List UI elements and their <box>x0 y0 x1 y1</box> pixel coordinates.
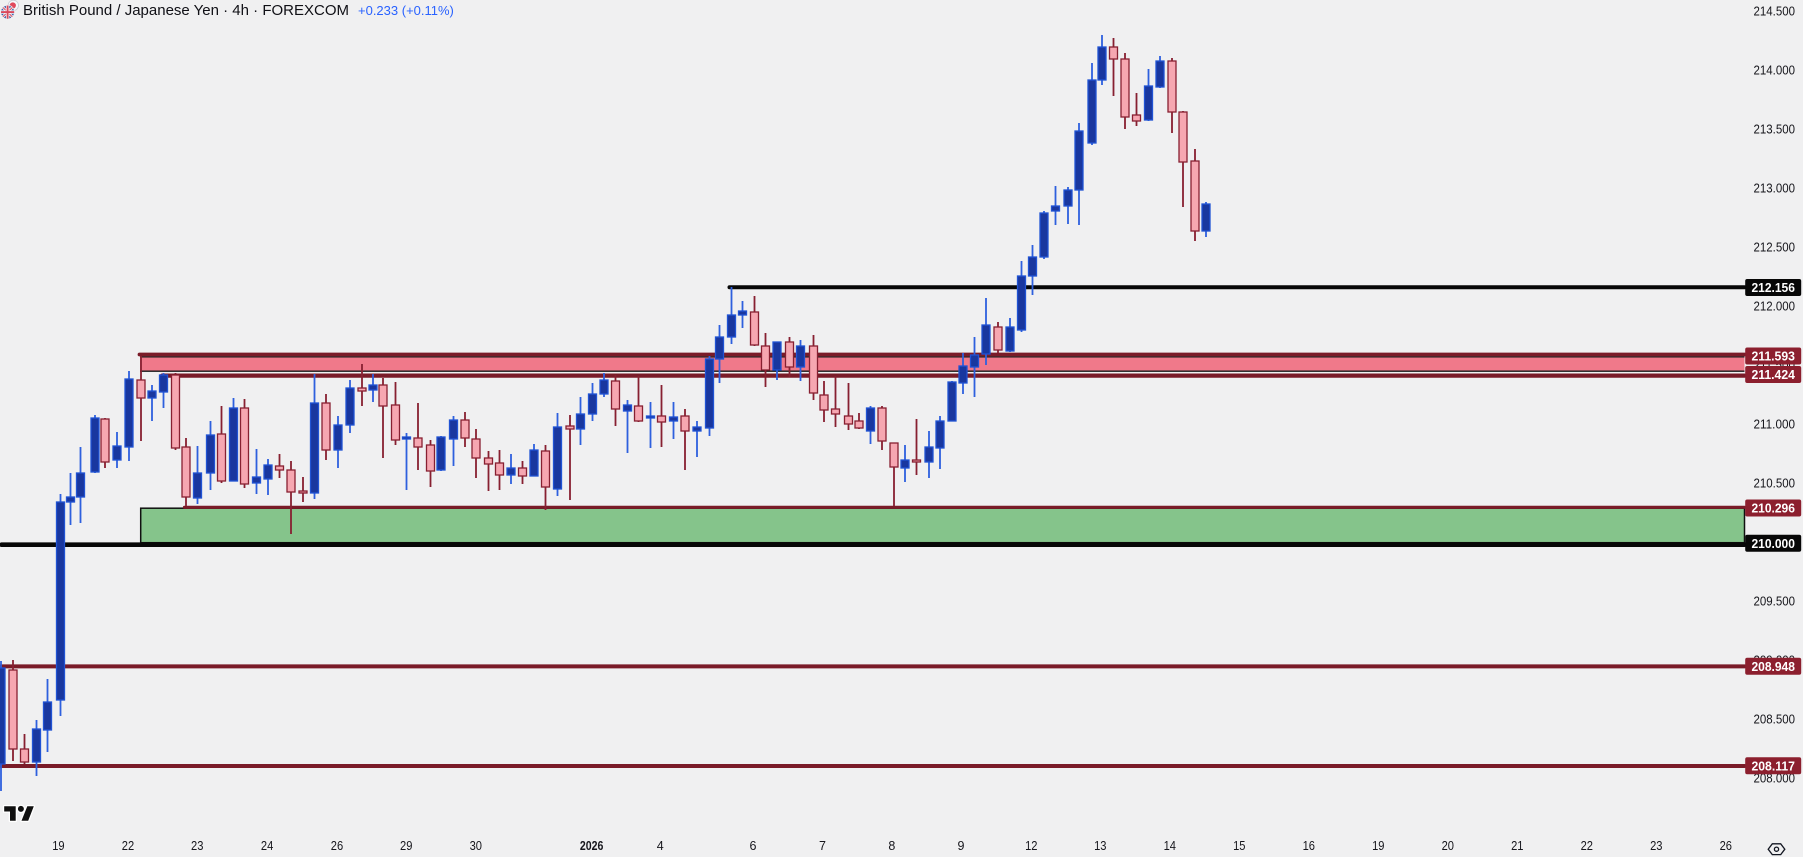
svg-text:29: 29 <box>400 839 412 853</box>
svg-text:4: 4 <box>657 839 664 853</box>
svg-text:214.000: 214.000 <box>1754 64 1796 78</box>
svg-text:15: 15 <box>1233 839 1245 853</box>
svg-text:26: 26 <box>331 839 343 853</box>
svg-text:209.500: 209.500 <box>1754 595 1796 609</box>
svg-text:213.000: 213.000 <box>1754 182 1796 196</box>
svg-text:20: 20 <box>1442 839 1454 853</box>
svg-text:214.500: 214.500 <box>1754 5 1796 19</box>
svg-text:208.000: 208.000 <box>1754 772 1796 786</box>
svg-text:208.500: 208.500 <box>1754 713 1796 727</box>
svg-text:19: 19 <box>1372 839 1384 853</box>
svg-text:208.948: 208.948 <box>1751 660 1795 674</box>
svg-text:211.424: 211.424 <box>1751 368 1795 382</box>
svg-text:21: 21 <box>1511 839 1523 853</box>
svg-text:212.156: 212.156 <box>1751 281 1795 295</box>
svg-text:7: 7 <box>819 839 826 853</box>
svg-text:6: 6 <box>750 839 757 853</box>
svg-text:213.500: 213.500 <box>1754 123 1796 137</box>
svg-text:210.296: 210.296 <box>1751 502 1795 516</box>
svg-text:8: 8 <box>888 839 895 853</box>
svg-text:2026: 2026 <box>580 839 604 853</box>
svg-text:+0.233 (+0.11%): +0.233 (+0.11%) <box>358 3 454 18</box>
svg-text:23: 23 <box>191 839 203 853</box>
svg-text:211.000: 211.000 <box>1754 418 1796 432</box>
svg-text:212.500: 212.500 <box>1754 241 1796 255</box>
svg-text:30: 30 <box>470 839 482 853</box>
svg-text:13: 13 <box>1094 839 1106 853</box>
svg-text:210.500: 210.500 <box>1754 477 1796 491</box>
svg-text:211.593: 211.593 <box>1751 350 1795 364</box>
svg-text:9: 9 <box>958 839 965 853</box>
svg-text:26: 26 <box>1720 839 1732 853</box>
svg-text:212.000: 212.000 <box>1754 300 1796 314</box>
svg-text:19: 19 <box>52 839 64 853</box>
svg-text:23: 23 <box>1650 839 1662 853</box>
svg-text:208.117: 208.117 <box>1751 759 1795 773</box>
svg-text:22: 22 <box>1581 839 1593 853</box>
svg-text:22: 22 <box>122 839 134 853</box>
svg-text:14: 14 <box>1164 839 1176 853</box>
svg-text:British Pound / Japanese Yen ·: British Pound / Japanese Yen · 4h · FORE… <box>23 2 349 19</box>
svg-text:210.000: 210.000 <box>1751 537 1795 551</box>
svg-text:12: 12 <box>1025 839 1037 853</box>
svg-text:24: 24 <box>261 839 273 853</box>
svg-text:16: 16 <box>1303 839 1315 853</box>
